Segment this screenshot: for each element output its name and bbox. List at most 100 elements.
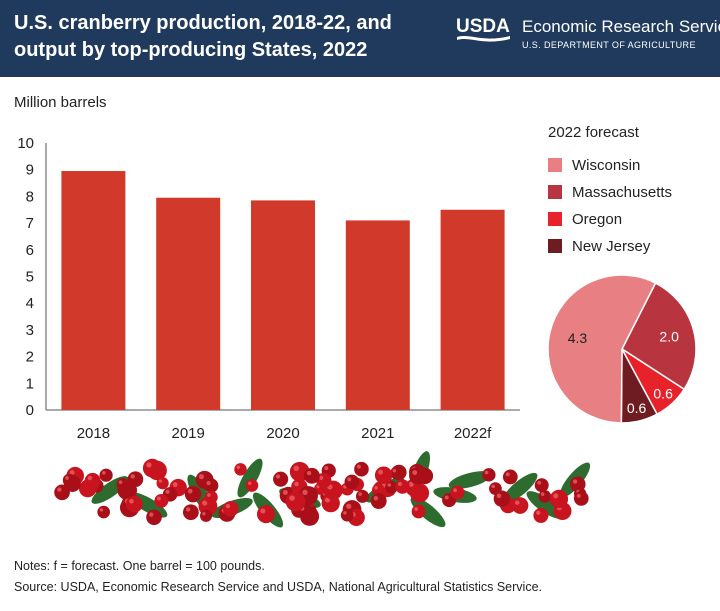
berry-shape bbox=[126, 495, 143, 513]
chart-title: U.S. cranberry production, 2018-22, and … bbox=[14, 12, 392, 61]
bar-2020 bbox=[251, 200, 315, 410]
berry-highlight bbox=[373, 496, 379, 501]
berry-shape bbox=[303, 467, 320, 484]
source-text: Source: USDA, Economic Research Service … bbox=[14, 580, 542, 594]
legend-swatch-massachusetts bbox=[548, 185, 562, 199]
usda-logo: USDA bbox=[456, 16, 510, 42]
berry-highlight bbox=[293, 465, 300, 472]
legend-label-new-jersey: New Jersey bbox=[572, 237, 651, 255]
legend-item-oregon: Oregon bbox=[548, 209, 622, 229]
y-tick-label: 2 bbox=[26, 349, 34, 366]
berry-highlight bbox=[118, 480, 123, 484]
y-tick-label: 9 bbox=[26, 162, 34, 179]
berry-highlight bbox=[172, 482, 178, 488]
y-tick-label: 10 bbox=[17, 135, 34, 152]
berry-highlight bbox=[158, 479, 163, 483]
agency-name: Economic Research Service bbox=[522, 17, 720, 36]
berry-shape bbox=[374, 466, 393, 484]
berry-highlight bbox=[453, 488, 458, 493]
berry-highlight bbox=[302, 489, 308, 495]
berry-shape bbox=[62, 473, 76, 487]
y-tick-label: 4 bbox=[26, 295, 34, 312]
header-banner: U.S. cranberry production, 2018-22, and … bbox=[0, 0, 720, 77]
berry-highlight bbox=[260, 508, 266, 514]
pie-slice-massachusetts bbox=[621, 282, 697, 391]
berry-shape bbox=[411, 504, 426, 519]
leaf-shape bbox=[448, 471, 492, 489]
berry-highlight bbox=[146, 462, 152, 468]
berry-shape bbox=[204, 490, 218, 504]
berry-highlight bbox=[505, 472, 510, 477]
berry-shape bbox=[222, 501, 239, 517]
berry-shape bbox=[199, 509, 213, 522]
berry-shape bbox=[256, 505, 276, 524]
berry-shape bbox=[354, 461, 369, 477]
x-tick-label: 2021 bbox=[361, 425, 394, 442]
berry-shape bbox=[370, 493, 387, 510]
berry-highlight bbox=[294, 481, 299, 487]
berry-highlight bbox=[149, 512, 154, 517]
berry-highlight bbox=[129, 498, 134, 504]
berry-shape bbox=[154, 493, 169, 508]
pie-chart: 2.0 0.6 0.6 4.3 bbox=[547, 274, 697, 424]
berry-shape bbox=[142, 458, 162, 478]
berry-shape bbox=[450, 485, 465, 500]
pie-label-wisconsin: 4.3 bbox=[568, 330, 588, 346]
y-axis-label: Million barrels bbox=[14, 94, 107, 111]
berry-highlight bbox=[397, 481, 402, 487]
berry-shape bbox=[203, 478, 219, 493]
berry-shape bbox=[355, 489, 369, 503]
bar-2019 bbox=[156, 197, 221, 410]
berry-highlight bbox=[484, 470, 489, 475]
berry-shape bbox=[340, 508, 354, 522]
berry-highlight bbox=[572, 479, 578, 484]
berry-highlight bbox=[185, 507, 191, 512]
berry-highlight bbox=[99, 508, 104, 512]
berry-highlight bbox=[358, 492, 363, 496]
berry-shape bbox=[156, 477, 169, 490]
berry-highlight bbox=[156, 496, 161, 501]
berry-highlight bbox=[374, 486, 378, 490]
usda-logo-text: USDA bbox=[456, 16, 510, 37]
berry-highlight bbox=[282, 490, 288, 495]
berry-highlight bbox=[536, 510, 541, 515]
berry-highlight bbox=[356, 464, 361, 469]
berry-highlight bbox=[306, 470, 312, 476]
berry-highlight bbox=[414, 507, 419, 511]
pie-slice-wisconsin bbox=[547, 274, 657, 424]
berry-shape bbox=[182, 504, 199, 521]
x-tick-label: 2022f bbox=[454, 425, 492, 442]
berry-highlight bbox=[289, 495, 295, 501]
berry-highlight bbox=[540, 492, 545, 496]
y-tick-label: 1 bbox=[26, 375, 34, 392]
berry-highlight bbox=[347, 477, 352, 482]
berry-highlight bbox=[537, 480, 542, 485]
berry-highlight bbox=[412, 470, 418, 476]
x-tick-label: 2018 bbox=[77, 425, 110, 442]
berry-highlight bbox=[346, 503, 352, 509]
x-tick-label: 2020 bbox=[266, 425, 299, 442]
berry-highlight bbox=[576, 493, 581, 498]
legend-swatch-wisconsin bbox=[548, 158, 562, 172]
berry-shape bbox=[549, 489, 569, 509]
berry-shape bbox=[99, 468, 113, 482]
berry-shape bbox=[390, 466, 403, 480]
cranberry-garland-illustration bbox=[54, 451, 591, 528]
berry-highlight bbox=[324, 466, 329, 471]
y-tick-label: 7 bbox=[26, 215, 34, 232]
berry-highlight bbox=[408, 481, 414, 487]
berry-highlight bbox=[496, 493, 502, 499]
berry-highlight bbox=[202, 512, 206, 516]
berry-shape bbox=[482, 468, 496, 482]
pie-label-massachusetts: 2.0 bbox=[659, 328, 679, 344]
berry-highlight bbox=[198, 474, 204, 480]
berry-highlight bbox=[87, 475, 93, 481]
berry-highlight bbox=[57, 487, 62, 492]
berry-shape bbox=[127, 471, 144, 487]
berry-shape bbox=[395, 479, 410, 494]
berry-shape bbox=[493, 490, 510, 507]
berry-highlight bbox=[236, 465, 241, 469]
berry-highlight bbox=[343, 511, 347, 515]
berry-highlight bbox=[444, 495, 449, 500]
